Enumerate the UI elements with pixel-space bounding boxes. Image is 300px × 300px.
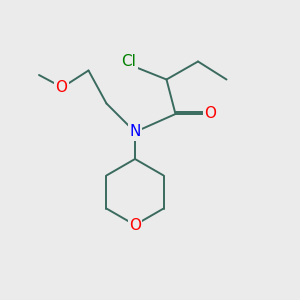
Text: O: O xyxy=(129,218,141,232)
Text: O: O xyxy=(204,106,216,122)
Text: Cl: Cl xyxy=(122,54,136,69)
Text: N: N xyxy=(129,124,141,140)
Text: O: O xyxy=(56,80,68,94)
